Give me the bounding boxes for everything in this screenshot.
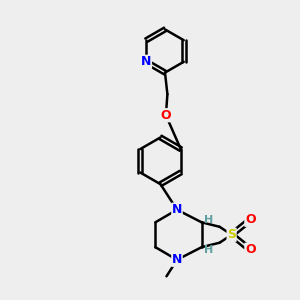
Text: O: O — [245, 213, 256, 226]
Text: O: O — [160, 109, 171, 122]
Text: N: N — [172, 203, 182, 216]
Text: N: N — [172, 253, 182, 266]
Text: H: H — [204, 244, 213, 255]
Text: S: S — [227, 228, 236, 241]
Text: O: O — [245, 243, 256, 256]
Text: H: H — [204, 215, 213, 225]
Text: N: N — [141, 55, 152, 68]
